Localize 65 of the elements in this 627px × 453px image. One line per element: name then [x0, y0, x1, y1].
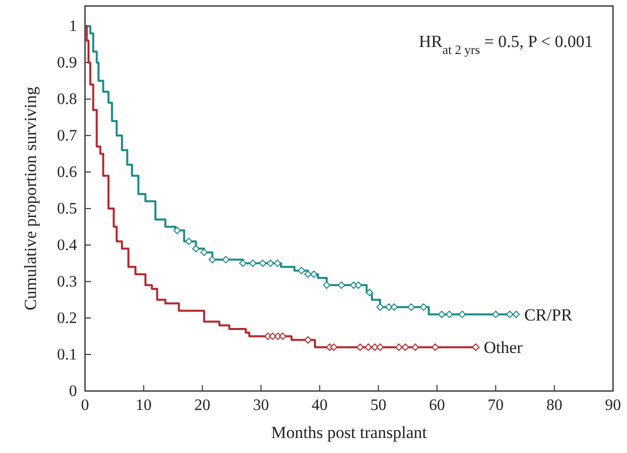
y-tick-label: 0.8 [57, 91, 77, 108]
y-tick-label: 0.1 [57, 346, 77, 364]
point [208, 256, 216, 264]
x-tick-label: 90 [605, 397, 621, 414]
series-label: CR/PR [524, 305, 574, 324]
point [512, 310, 520, 318]
point [310, 270, 318, 278]
point [266, 260, 274, 267]
point [338, 281, 346, 289]
y-axis-title: Cumulative proportion surviving [21, 86, 40, 310]
x-tick-label: 70 [488, 397, 504, 414]
point [492, 310, 500, 318]
point [239, 260, 247, 267]
point [432, 344, 439, 351]
point [390, 303, 398, 311]
point [330, 344, 338, 351]
y-tick-label: 0.6 [57, 164, 77, 182]
point [458, 310, 466, 318]
point [185, 238, 193, 246]
point [274, 260, 282, 267]
x-tick-label: 80 [546, 397, 562, 414]
y-tick-label: 0.4 [57, 237, 77, 254]
y-tick-label: 0.3 [57, 274, 77, 291]
point [376, 303, 384, 311]
point [323, 281, 330, 289]
point [438, 310, 446, 318]
point [279, 332, 286, 340]
y-tick-label: 0.2 [57, 310, 77, 328]
point [354, 281, 362, 289]
x-tick-label: 20 [194, 397, 210, 414]
point [407, 303, 415, 311]
x-tick-label: 60 [429, 397, 445, 414]
point [395, 344, 403, 351]
x-tick-label: 40 [312, 397, 328, 414]
point [249, 260, 256, 267]
point [376, 344, 384, 351]
point [402, 344, 410, 351]
point [446, 310, 454, 318]
point [472, 344, 480, 351]
y-tick-label: 0.9 [57, 54, 77, 72]
y-tick-label: 0.7 [57, 128, 77, 145]
point [420, 303, 428, 311]
point [412, 344, 419, 351]
point [506, 310, 514, 318]
point [356, 344, 364, 351]
point [304, 270, 312, 278]
point [364, 344, 372, 351]
point [200, 248, 208, 256]
y-tick-label: 1 [69, 18, 77, 36]
point [366, 288, 374, 296]
x-tick-label: 30 [253, 397, 269, 414]
x-tick-label: 50 [370, 397, 386, 414]
point [222, 256, 230, 264]
y-tick-label: 0 [69, 383, 77, 400]
series-label: Other [484, 338, 523, 358]
x-axis-title: Months post transplant [271, 423, 428, 442]
point [304, 336, 312, 344]
annotation: HR$_{at 2 yrs}$ = 0.5, P < 0.001 [418, 32, 593, 57]
x-tick-label: 10 [136, 397, 152, 414]
point [173, 226, 181, 234]
point [298, 266, 306, 274]
point [259, 260, 266, 267]
y-tick-label: 0.5 [57, 200, 77, 218]
x-tick-label: 0 [81, 397, 89, 414]
point [192, 244, 200, 252]
